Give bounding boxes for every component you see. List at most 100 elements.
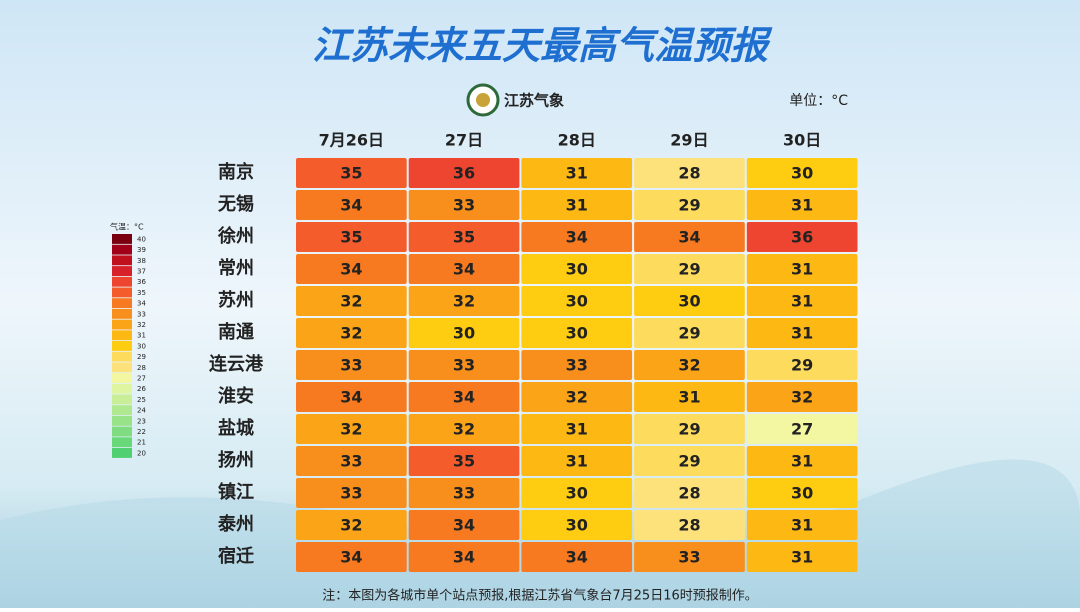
cell [296, 254, 407, 284]
legend-swatch [112, 383, 132, 394]
cell [408, 510, 520, 540]
cell-value: 31 [791, 260, 813, 279]
legend-swatch [112, 330, 132, 341]
cell-value: 34 [340, 548, 362, 567]
cell [296, 222, 407, 252]
cell-value: 31 [791, 196, 813, 215]
legend-swatch [112, 394, 132, 405]
cell-value: 32 [340, 516, 362, 535]
cell [634, 318, 745, 348]
legend-label: 24 [137, 407, 146, 415]
cell-value: 34 [340, 260, 362, 279]
legend-label: 23 [137, 417, 146, 425]
cell-value: 31 [791, 292, 813, 311]
cell-value: 30 [453, 324, 475, 343]
cell-value: 30 [566, 484, 588, 503]
cell [296, 158, 407, 188]
cell [746, 382, 858, 412]
unit: 单位：°C [789, 93, 848, 109]
legend-swatch [112, 244, 132, 255]
legend-swatch [112, 266, 132, 276]
cell-value: 28 [678, 164, 700, 183]
cell [408, 286, 520, 316]
city-label: 南京 [218, 161, 254, 183]
cell-value: 31 [791, 548, 813, 567]
cell-value: 34 [453, 516, 475, 535]
legend-swatch [112, 298, 132, 309]
cell-value: 34 [453, 548, 475, 567]
cell-value: 29 [678, 260, 700, 279]
cell-value: 34 [340, 196, 362, 215]
cell-value: 33 [340, 484, 362, 503]
cell [408, 382, 520, 412]
city-label: 淮安 [218, 385, 254, 407]
legend-label: 38 [137, 257, 146, 265]
cell-value: 34 [678, 228, 700, 247]
city-label: 连云港 [209, 353, 264, 375]
cell [746, 510, 858, 540]
city-label: 扬州 [218, 449, 254, 471]
cell-value: 34 [566, 548, 588, 567]
cell [746, 350, 858, 380]
cell-value: 36 [453, 164, 475, 183]
cell [634, 254, 745, 284]
cell [408, 542, 520, 572]
cell [521, 158, 633, 188]
legend-label: 33 [137, 310, 146, 318]
logo-icon-core [476, 93, 490, 107]
cell-value: 31 [566, 420, 588, 439]
cell [746, 158, 858, 188]
cell [521, 190, 633, 220]
cell [746, 542, 858, 572]
cell [521, 414, 633, 444]
cell [521, 542, 633, 572]
cell [634, 382, 745, 412]
cell-value: 32 [791, 388, 813, 407]
city-label: 常州 [218, 257, 254, 279]
cell-value: 34 [340, 388, 362, 407]
legend-label: 37 [137, 267, 146, 275]
legend-swatch [112, 276, 132, 287]
legend-label: 32 [137, 321, 146, 329]
legend-label: 21 [137, 439, 146, 447]
cell-value: 31 [566, 196, 588, 215]
cell [296, 510, 407, 540]
column-header: 27日 [445, 131, 483, 150]
cell [408, 190, 520, 220]
cell [408, 350, 520, 380]
legend-swatch [112, 308, 132, 319]
cell-value: 29 [678, 324, 700, 343]
cell-value: 32 [453, 420, 475, 439]
cell [521, 254, 633, 284]
cell [408, 158, 520, 188]
legend-label: 40 [137, 235, 146, 243]
legend-swatch [112, 448, 132, 458]
cell-value: 36 [791, 228, 813, 247]
legend-swatch [112, 234, 132, 244]
cell-value: 33 [453, 196, 475, 215]
cell [746, 318, 858, 348]
column-header: 7月26日 [319, 131, 384, 150]
legend-swatch [112, 255, 132, 266]
cell-value: 31 [791, 516, 813, 535]
cell-value: 35 [340, 164, 362, 183]
cell [634, 542, 745, 572]
cell [408, 318, 520, 348]
legend-label: 30 [137, 342, 146, 350]
legend-title: 气温：°C [110, 222, 144, 232]
cell [408, 254, 520, 284]
cell [746, 446, 858, 476]
city-label: 无锡 [218, 193, 254, 215]
legend-swatch [112, 319, 132, 330]
legend-swatch [112, 437, 132, 448]
cell-value: 29 [678, 420, 700, 439]
cell-value: 35 [453, 452, 475, 471]
city-label: 泰州 [217, 513, 254, 535]
city-label: 徐州 [217, 225, 254, 247]
cell-value: 30 [678, 292, 700, 311]
cell [521, 446, 633, 476]
legend-label: 29 [137, 353, 146, 361]
legend-swatch [112, 405, 132, 416]
city-label: 南通 [218, 321, 254, 343]
cell [296, 382, 407, 412]
